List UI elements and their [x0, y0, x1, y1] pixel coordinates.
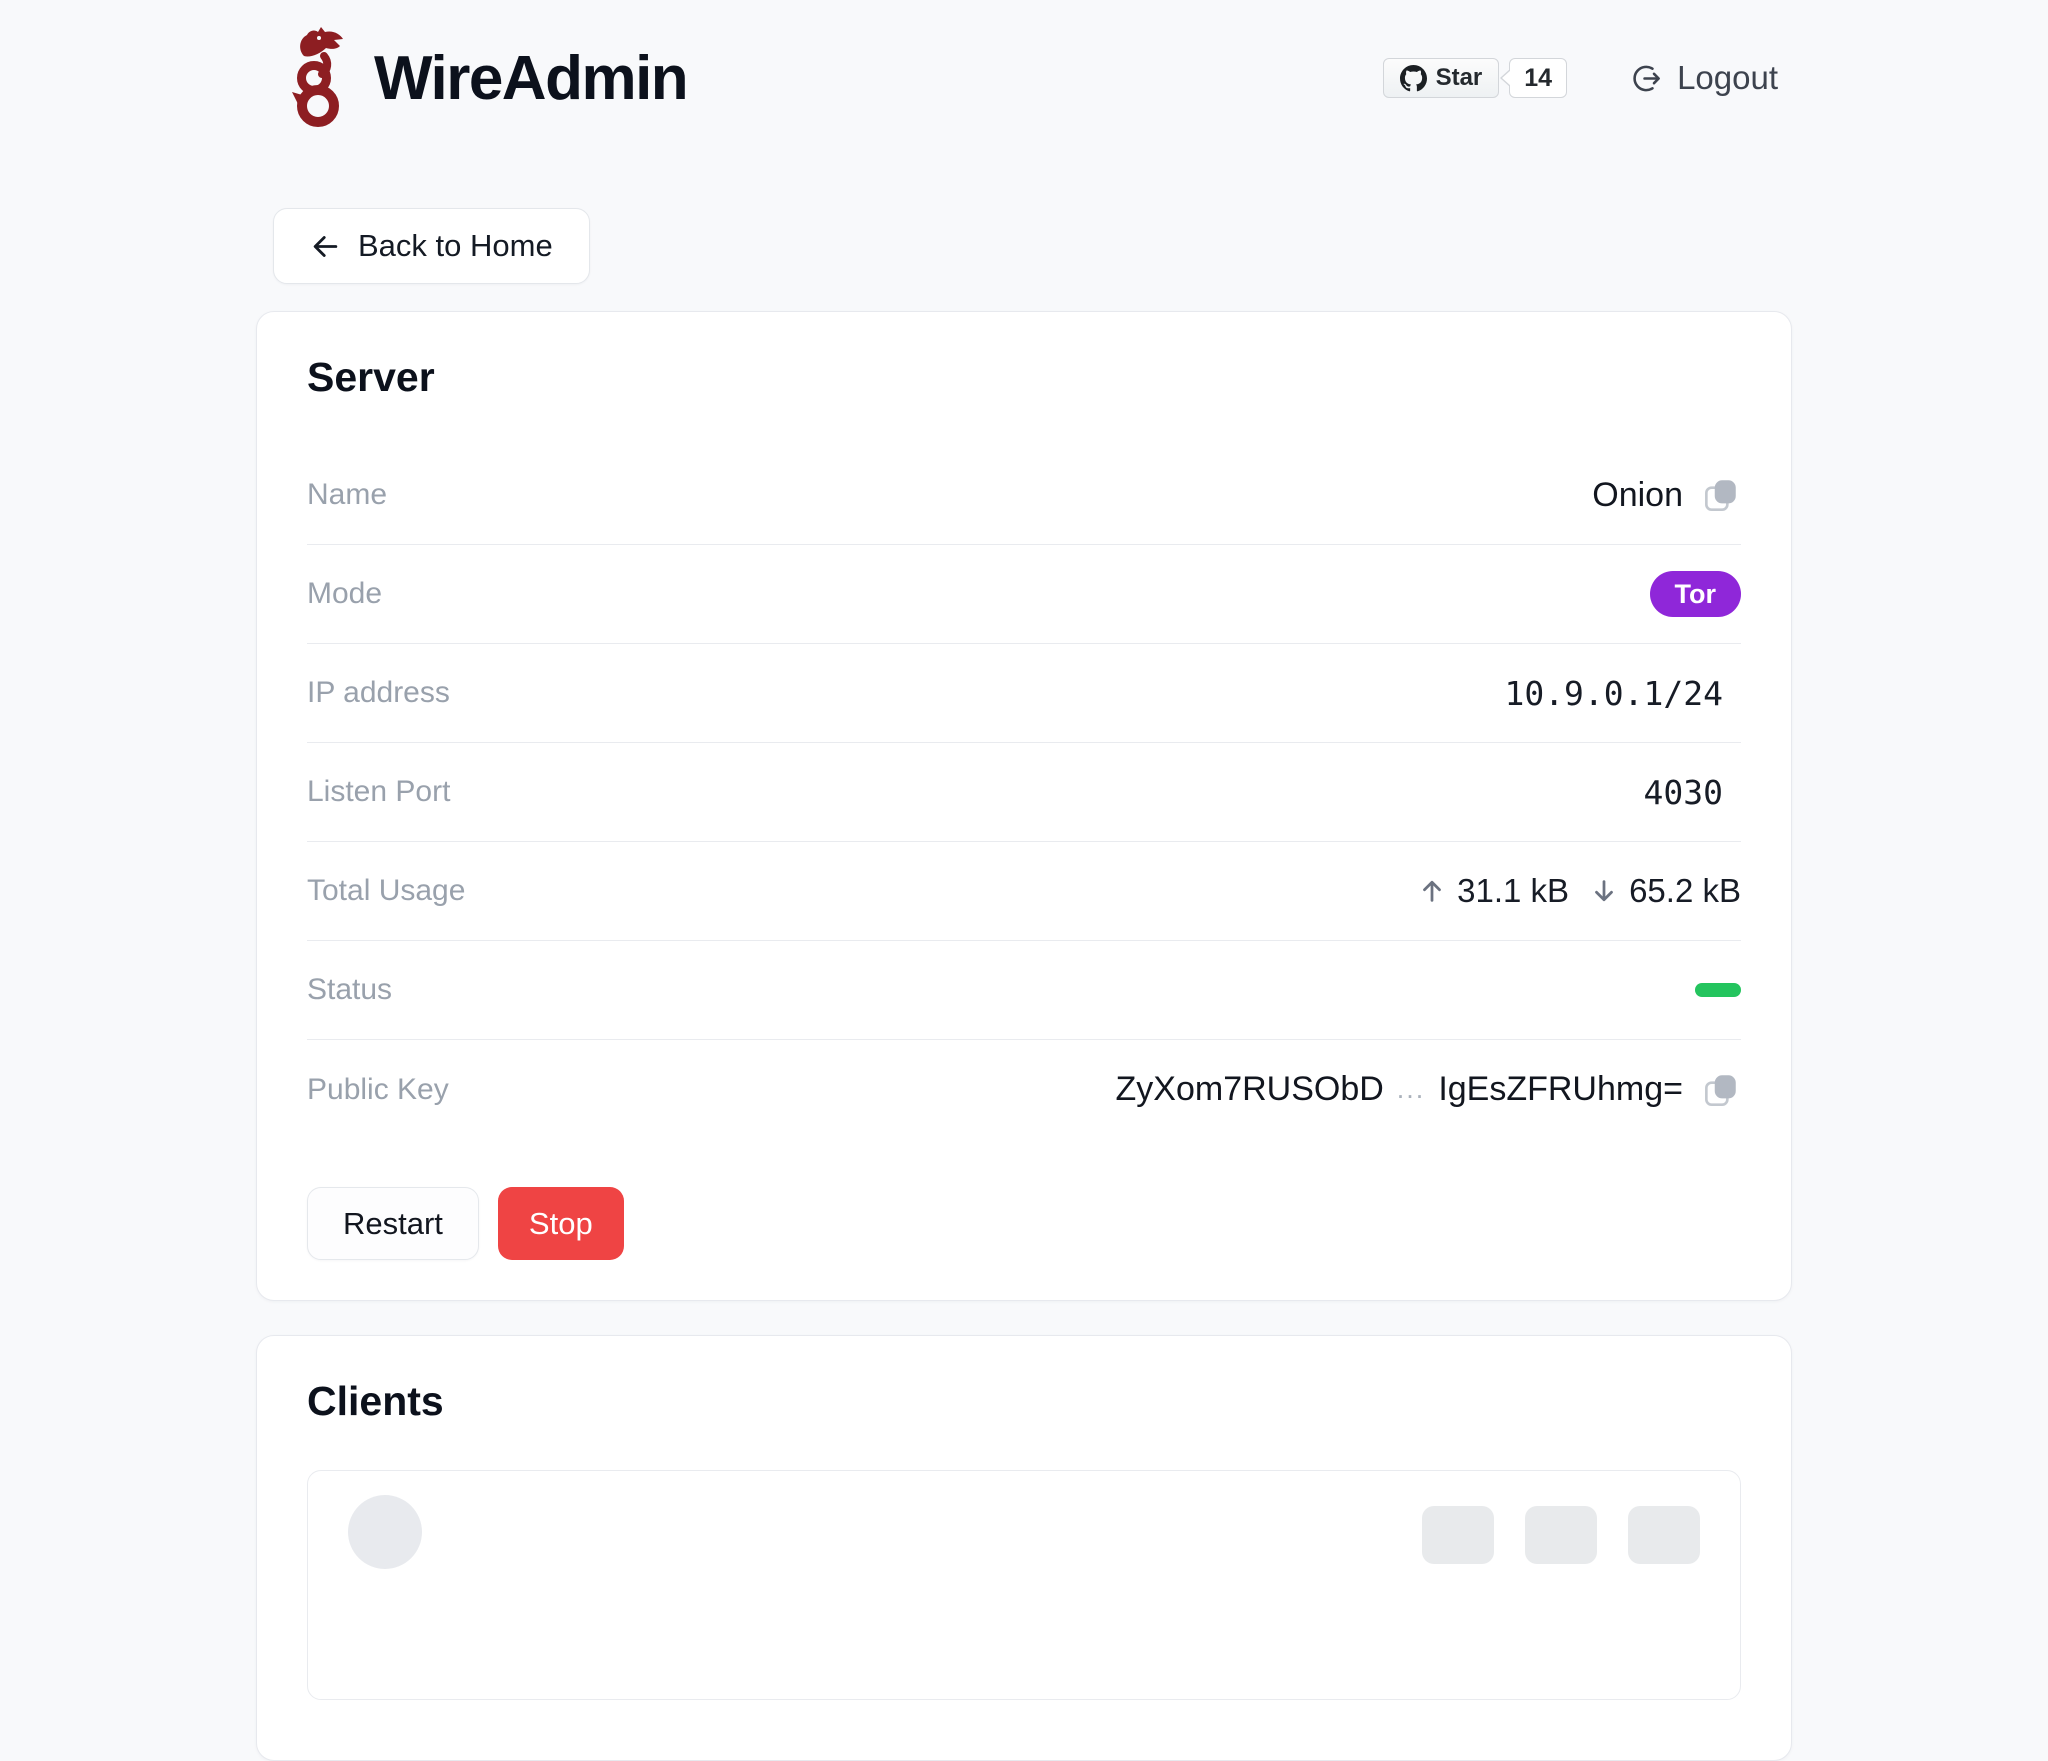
field-label: IP address	[307, 676, 450, 709]
github-star-button[interactable]: Star	[1382, 58, 1500, 98]
copy-icon	[1705, 480, 1736, 512]
public-key-suffix: IgEsZFRUhmg=	[1438, 1070, 1683, 1108]
logout-button[interactable]: Logout	[1631, 59, 1778, 97]
public-key-value: ZyXom7RUSObD ... IgEsZFRUhmg=	[1116, 1069, 1741, 1111]
client-actions	[1422, 1506, 1700, 1564]
logout-label: Logout	[1677, 59, 1778, 96]
download-usage: 65.2 kB	[1589, 872, 1741, 910]
copy-icon	[1705, 1074, 1736, 1106]
total-usage-value: 31.1 kB 65.2 kB	[1417, 872, 1741, 910]
field-label: Listen Port	[307, 775, 451, 808]
client-avatar	[348, 1495, 422, 1569]
field-label: Public Key	[307, 1072, 449, 1106]
client-action-button[interactable]	[1525, 1506, 1597, 1564]
wireguard-dragon-icon	[292, 27, 343, 127]
restart-button[interactable]: Restart	[307, 1187, 479, 1260]
server-heading: Server	[307, 354, 435, 400]
back-to-home-label: Back to Home	[358, 228, 553, 263]
clients-card: Clients	[256, 1335, 1792, 1761]
server-field-ip-address: IP address 10.9.0.1/24	[307, 644, 1741, 743]
github-star-count[interactable]: 14	[1500, 58, 1568, 98]
status-online-indicator	[1695, 983, 1741, 997]
server-actions: Restart Stop	[307, 1187, 1741, 1260]
download-value: 65.2 kB	[1629, 872, 1741, 909]
field-label: Name	[307, 478, 388, 511]
public-key-ellipsis: ...	[1396, 1074, 1426, 1104]
arrow-up-icon	[1423, 880, 1442, 902]
page-title: WireAdmin	[374, 43, 689, 113]
client-action-button[interactable]	[1628, 1506, 1700, 1564]
server-field-mode: Mode Tor	[307, 545, 1741, 644]
server-name-value: Onion	[1592, 475, 1683, 514]
field-label: Mode	[307, 577, 383, 610]
github-star-widget: Star 14	[1382, 58, 1568, 98]
log-out-icon	[1633, 65, 1660, 91]
listen-port-value: 4030	[1643, 772, 1723, 812]
page: WireAdmin Star 14	[256, 0, 1792, 1761]
github-octocat-icon	[1399, 64, 1427, 91]
upload-usage: 31.1 kB	[1417, 872, 1569, 910]
header-actions: Star 14 Logout	[1382, 58, 1778, 98]
ip-address-value: 10.9.0.1/24	[1504, 673, 1723, 713]
server-card: Server Name Onion Mode Tor IP address 10…	[256, 311, 1792, 1301]
client-info	[348, 1495, 488, 1569]
mode-tor-badge: Tor	[1649, 571, 1741, 617]
server-field-listen-port: Listen Port 4030	[307, 743, 1741, 842]
server-field-name: Name Onion	[307, 446, 1741, 545]
server-field-status: Status	[307, 941, 1741, 1040]
copy-name-button[interactable]	[1699, 474, 1741, 516]
upload-value: 31.1 kB	[1457, 872, 1570, 909]
client-action-button[interactable]	[1422, 1506, 1494, 1564]
field-label: Status	[307, 973, 393, 1006]
clients-heading: Clients	[307, 1378, 444, 1424]
field-label: Total Usage	[307, 874, 466, 907]
stop-button[interactable]: Stop	[497, 1187, 624, 1260]
github-star-label: Star	[1435, 64, 1483, 91]
public-key-prefix: ZyXom7RUSObD	[1115, 1070, 1384, 1108]
client-row	[307, 1470, 1741, 1700]
server-field-public-key: Public Key ZyXom7RUSObD ... IgEsZFRUhmg=	[307, 1040, 1741, 1139]
arrow-down-icon	[1595, 880, 1613, 902]
back-to-home-button[interactable]: Back to Home	[273, 208, 590, 284]
server-field-total-usage: Total Usage 31.1 kB	[307, 842, 1741, 941]
brand: WireAdmin	[282, 26, 689, 130]
arrow-left-icon	[313, 235, 338, 257]
copy-public-key-button[interactable]	[1699, 1069, 1741, 1111]
top-bar: WireAdmin Star 14	[256, 0, 1792, 130]
